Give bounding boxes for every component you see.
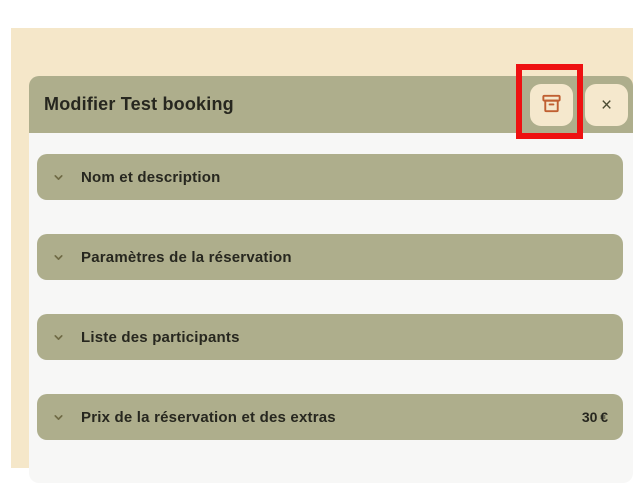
- accordion-label: Paramètres de la réservation: [81, 248, 292, 266]
- archive-button[interactable]: [530, 84, 573, 126]
- archive-box-icon: [540, 92, 563, 118]
- close-icon: ×: [600, 94, 613, 116]
- close-button[interactable]: ×: [585, 84, 628, 126]
- modal-panel: Modifier Test booking × Nom et desc: [11, 28, 633, 483]
- accordion-label: Prix de la réservation et des extras: [81, 408, 336, 426]
- accordion-label: Nom et description: [81, 168, 221, 186]
- chevron-down-icon: [52, 331, 65, 344]
- chevron-down-icon: [52, 411, 65, 424]
- accordion-price-value: 30 €: [581, 409, 608, 425]
- accordion-name-description[interactable]: Nom et description: [37, 154, 623, 200]
- chevron-down-icon: [52, 171, 65, 184]
- accordion-price-extras[interactable]: Prix de la réservation et des extras 30 …: [37, 394, 623, 440]
- modal-title: Modifier Test booking: [44, 94, 234, 114]
- accordion-label: Liste des participants: [81, 328, 240, 346]
- accordion-participants-list[interactable]: Liste des participants: [37, 314, 623, 360]
- chevron-down-icon: [52, 251, 65, 264]
- accordion-reservation-settings[interactable]: Paramètres de la réservation: [37, 234, 623, 280]
